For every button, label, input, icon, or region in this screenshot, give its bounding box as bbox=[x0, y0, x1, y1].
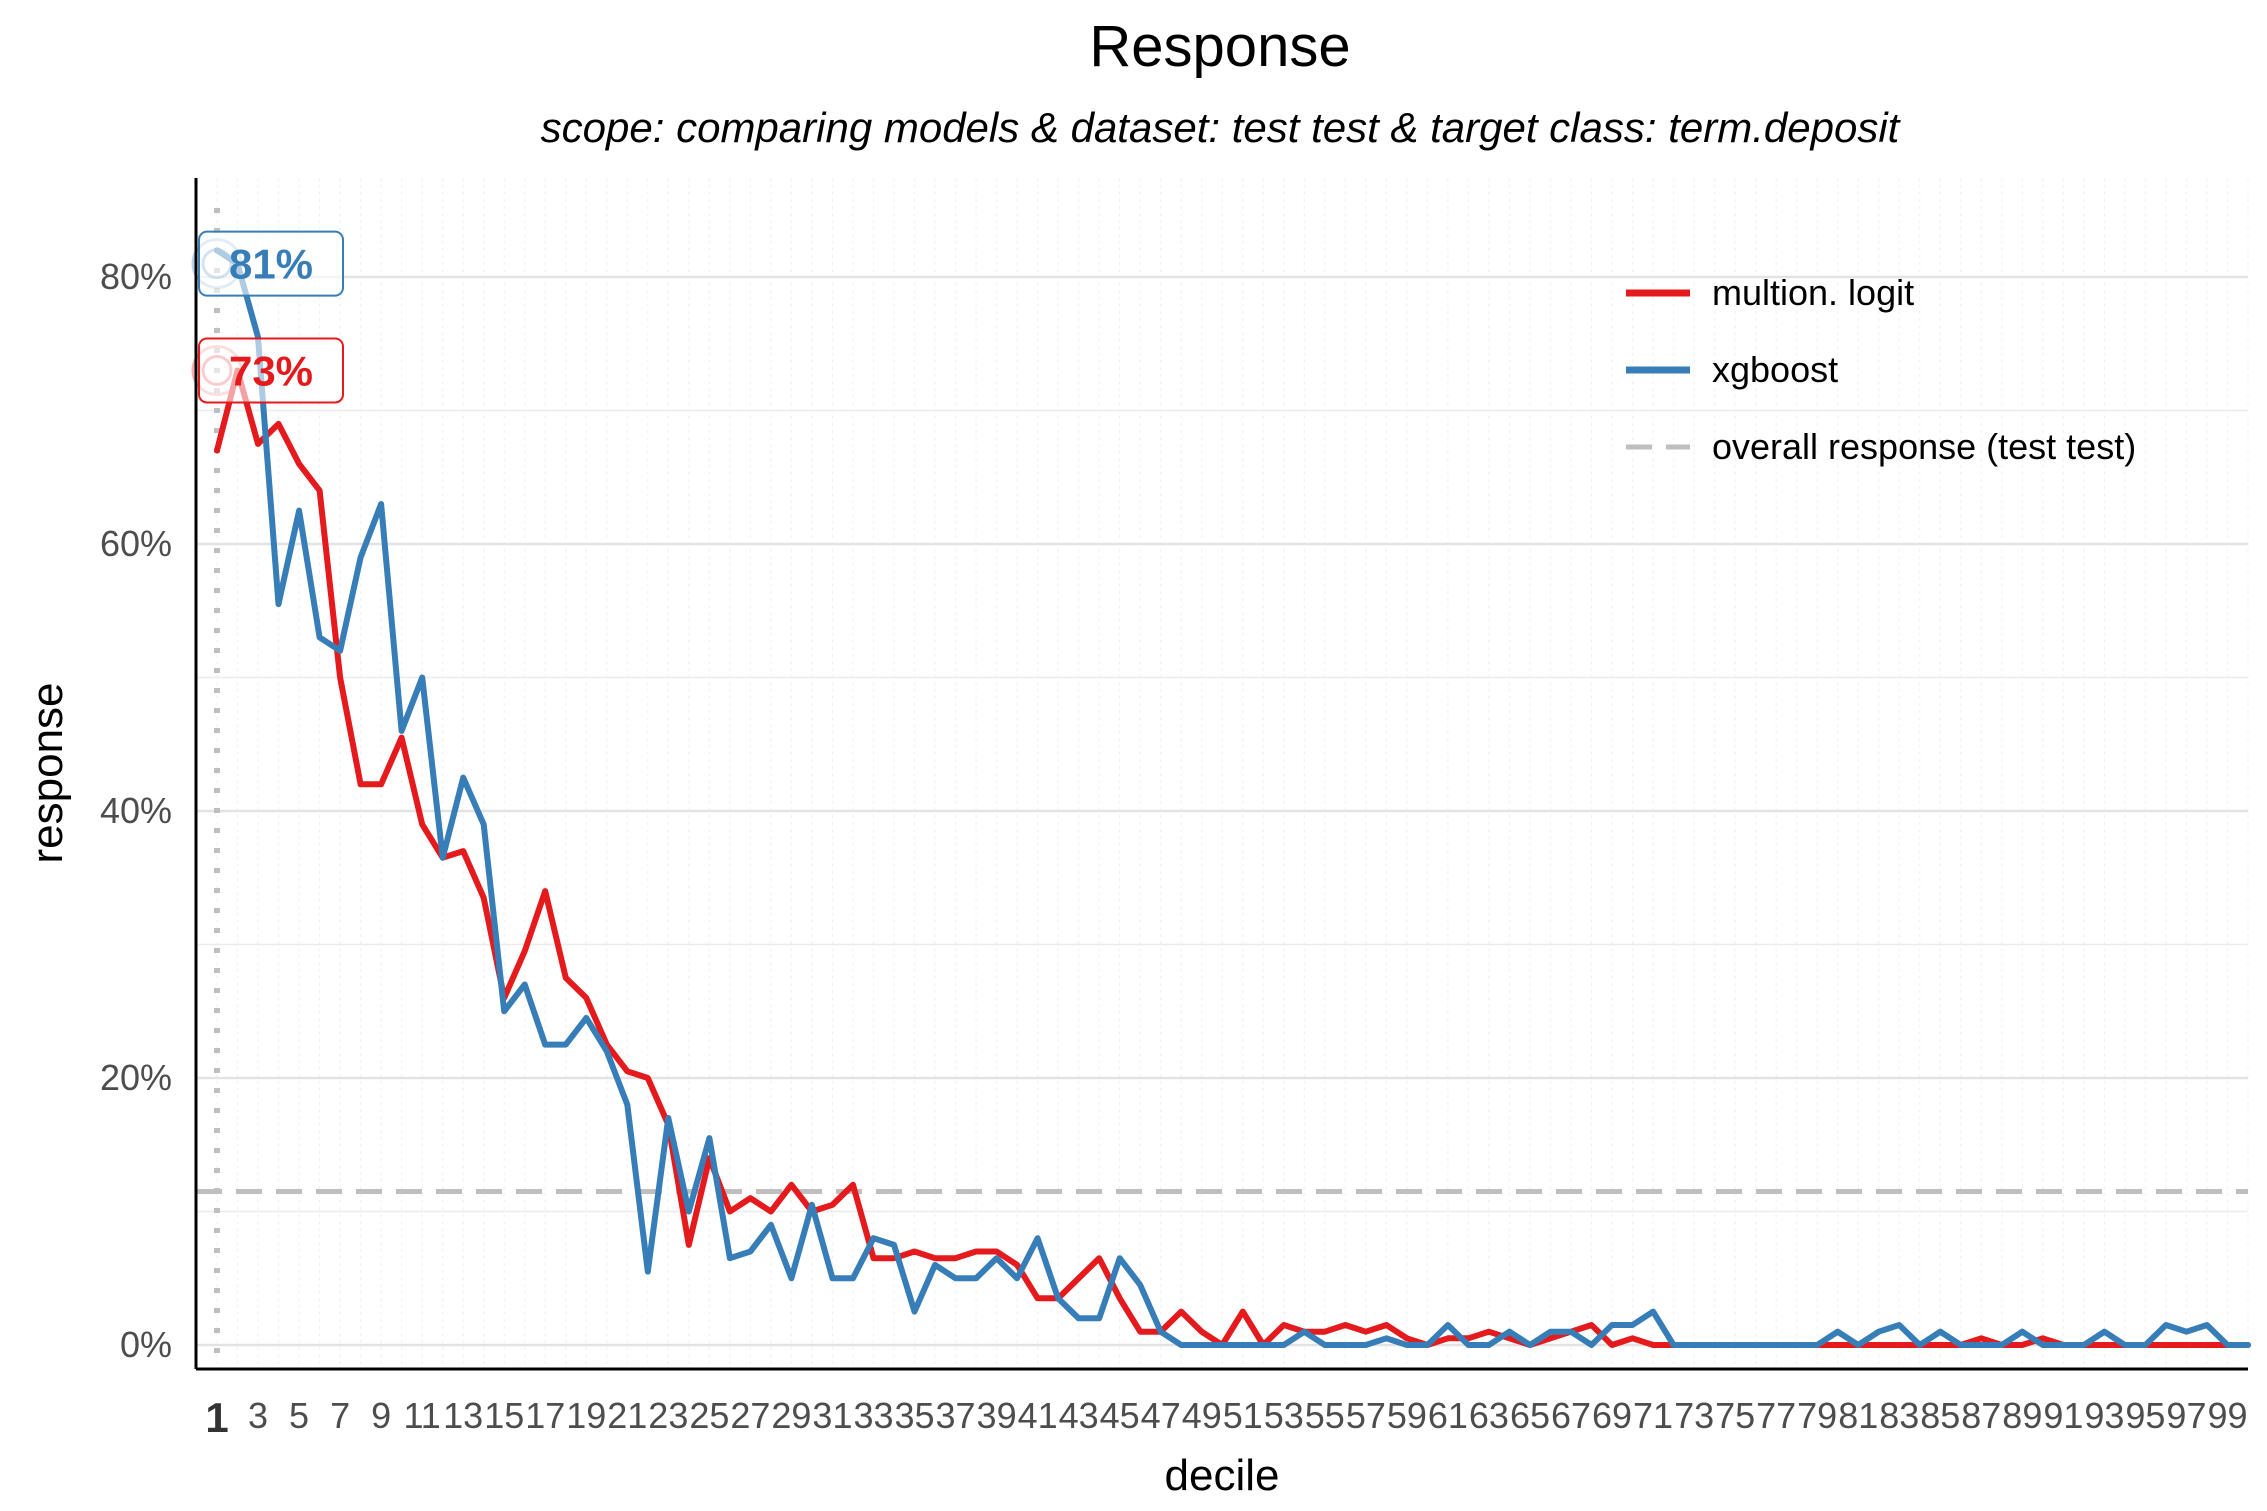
y-tick-label: 20% bbox=[100, 1057, 172, 1098]
x-tick-label: 13 bbox=[443, 1395, 483, 1436]
x-tick-label: 91 bbox=[2043, 1395, 2083, 1436]
x-tick-label: 55 bbox=[1305, 1395, 1345, 1436]
x-tick-label: 79 bbox=[1797, 1395, 1837, 1436]
x-tick-label: 73 bbox=[1674, 1395, 1714, 1436]
x-tick-label: 57 bbox=[1346, 1395, 1386, 1436]
chart-subtitle: scope: comparing models & dataset: test … bbox=[541, 104, 1902, 151]
multion-logit-label-text: 73% bbox=[229, 347, 313, 394]
x-tick-label: 33 bbox=[853, 1395, 893, 1436]
series-lines bbox=[214, 247, 2251, 1348]
x-tick-label: 77 bbox=[1756, 1395, 1796, 1436]
x-tick-label: 75 bbox=[1715, 1395, 1755, 1436]
xgboost-legend-label: xgboost bbox=[1712, 349, 1838, 390]
x-tick-label: 59 bbox=[1387, 1395, 1427, 1436]
annotations: 81% 73% bbox=[191, 230, 344, 404]
multion-logit-legend-label: multion. logit bbox=[1712, 272, 1914, 313]
x-tick-label: 31 bbox=[812, 1395, 852, 1436]
x-tick-label: 3 bbox=[248, 1395, 268, 1436]
multion-logit-label-box bbox=[198, 337, 344, 404]
x-tick-label: 83 bbox=[1879, 1395, 1919, 1436]
x-tick-label: 15 bbox=[484, 1395, 524, 1436]
x-tick-label: 51 bbox=[1223, 1395, 1263, 1436]
chart-title: Response bbox=[1089, 14, 1350, 79]
x-tick-label: 63 bbox=[1469, 1395, 1509, 1436]
x-tick-label: 21 bbox=[607, 1395, 647, 1436]
x-tick-label: 81 bbox=[1838, 1395, 1878, 1436]
x-tick-label: 17 bbox=[525, 1395, 565, 1436]
x-axis-title: decile bbox=[1165, 1451, 1280, 1500]
x-tick-label: 89 bbox=[2002, 1395, 2042, 1436]
x-tick-label: 7 bbox=[330, 1395, 350, 1436]
y-tick-labels: 0% 20% 40% 60% 80% bbox=[100, 256, 172, 1365]
x-tick-label: 67 bbox=[1551, 1395, 1591, 1436]
x-tick-label: 95 bbox=[2125, 1395, 2165, 1436]
xgboost-label-box bbox=[198, 230, 344, 297]
x-tick-label: 11 bbox=[403, 1395, 440, 1436]
x-tick-label: 47 bbox=[1141, 1395, 1181, 1436]
x-tick-labels: 1 3 5 7 9 11 13 15 17 19 21 23 25 27 29 31 33 35 37 39 41 43 4… bbox=[205, 1394, 2247, 1441]
x-tick-label: 87 bbox=[1961, 1395, 2001, 1436]
x-tick-label: 27 bbox=[730, 1395, 770, 1436]
xgboost-label-text: 81% bbox=[229, 241, 313, 288]
x-tick-label: 97 bbox=[2166, 1395, 2206, 1436]
y-tick-label: 60% bbox=[100, 523, 172, 564]
x-tick-label: 41 bbox=[1018, 1395, 1058, 1436]
x-tick-label: 85 bbox=[1920, 1395, 1960, 1436]
overall-response-legend-label: overall response (test test) bbox=[1712, 426, 2136, 467]
x-tick-label: 25 bbox=[689, 1395, 729, 1436]
x-tick-label: 61 bbox=[1428, 1395, 1468, 1436]
x-tick-label: 69 bbox=[1592, 1395, 1632, 1436]
y-axis-title: response bbox=[23, 682, 72, 863]
axes bbox=[194, 178, 2248, 1371]
y-tick-label: 40% bbox=[100, 790, 172, 831]
xgboost-line bbox=[214, 247, 2251, 1348]
x-tick-label: 23 bbox=[648, 1395, 688, 1436]
x-tick-label: 9 bbox=[371, 1395, 391, 1436]
x-tick-label: 35 bbox=[894, 1395, 934, 1436]
x-tick-label: 37 bbox=[936, 1395, 976, 1436]
x-tick-label: 43 bbox=[1059, 1395, 1099, 1436]
legend: multion. logit xgboost overall response (t… bbox=[1626, 272, 2136, 467]
x-tick-label: 65 bbox=[1510, 1395, 1550, 1436]
x-tick-label: 45 bbox=[1100, 1395, 1140, 1436]
x-tick-label: 19 bbox=[566, 1395, 606, 1436]
x-tick-label: 93 bbox=[2084, 1395, 2124, 1436]
x-tick-label: 49 bbox=[1182, 1395, 1222, 1436]
x-tick-label: 99 bbox=[2207, 1395, 2247, 1436]
x-tick-label: 29 bbox=[771, 1395, 811, 1436]
x-tick-label: 53 bbox=[1264, 1395, 1304, 1436]
reference-lines bbox=[196, 208, 2248, 1369]
y-tick-label: 80% bbox=[100, 256, 172, 297]
multion-logit-line bbox=[214, 367, 2251, 1348]
x-tick-label: 39 bbox=[977, 1395, 1017, 1436]
x-tick-label: 71 bbox=[1633, 1395, 1673, 1436]
x-tick-label: 1 bbox=[205, 1394, 228, 1441]
y-tick-label: 0% bbox=[120, 1324, 172, 1365]
x-tick-label: 5 bbox=[289, 1395, 309, 1436]
